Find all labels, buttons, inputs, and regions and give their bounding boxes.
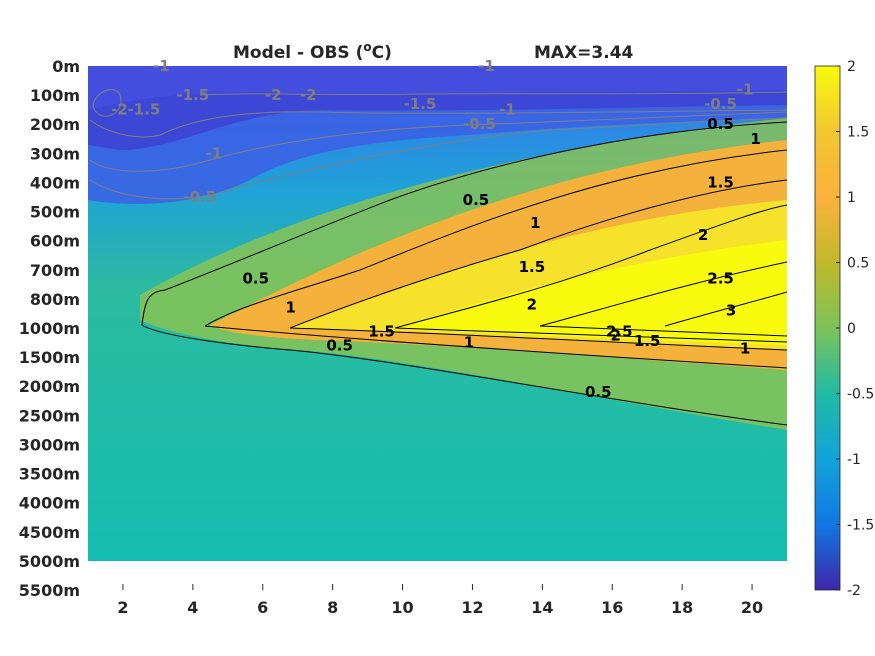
y-tick-label: 500m <box>30 203 80 222</box>
colorbar: 2 1.5 1 0.5 0 -0.5 -1 -1.5 -2 <box>814 59 874 599</box>
y-axis-ticks: 0m 100m 200m 300m 400m 500m 600m 700m 800m 1000m 1… <box>19 57 80 600</box>
y-tick-label: 300m <box>30 144 80 163</box>
contour-label: -2 <box>300 86 317 104</box>
colorbar-tick-label: 1 <box>847 190 856 206</box>
x-tick-label: 6 <box>257 598 268 617</box>
y-tick-label: 0m <box>52 57 80 76</box>
x-tick-label: 8 <box>327 598 338 617</box>
x-tick-label: 12 <box>461 598 483 617</box>
colorbar-tick-label: -2 <box>847 583 861 599</box>
y-tick-label: 3000m <box>19 435 80 454</box>
contour-label: -1 <box>205 144 222 162</box>
y-tick-label: 800m <box>30 290 80 309</box>
y-tick-label: 4000m <box>19 494 80 513</box>
y-tick-label: 700m <box>30 261 80 280</box>
colorbar-tick-label: -1 <box>847 452 861 468</box>
contour-label: 1.5 <box>368 322 395 340</box>
y-tick-label: 200m <box>30 115 80 134</box>
y-tick-label: 2500m <box>19 406 80 425</box>
y-tick-label: 1500m <box>19 348 80 367</box>
contour-lines-positive <box>141 121 787 426</box>
y-tick-label: 3500m <box>19 465 80 484</box>
y-tick-label: 100m <box>30 86 80 105</box>
contour-label: -2 <box>111 101 128 119</box>
contour-label: -0.5 <box>463 115 496 133</box>
colorbar-tick-label: 2 <box>847 59 856 75</box>
contour-label: -1 <box>499 101 516 119</box>
contour-label: -1.5 <box>404 95 437 113</box>
contour-label: 0.5 <box>242 270 269 288</box>
colorbar-gradient <box>814 65 841 591</box>
contour-labels: -2 -1.5-1-1.5 -2 -2-1-1.5 -1-0.5-1-0.5-1-0.5… <box>111 57 761 401</box>
y-tick-label: 1000m <box>19 319 80 338</box>
contour-label: -1.5 <box>128 101 161 119</box>
x-tick-label: 20 <box>741 598 763 617</box>
contour-label: -0.5 <box>704 95 737 113</box>
chart-title: Model - OBS (oC) <box>233 40 392 63</box>
y-tick-label: 4500m <box>19 523 80 542</box>
contour-lines-negative <box>89 89 787 200</box>
contour-label: 2.5 <box>606 322 633 340</box>
x-tick-label: 4 <box>187 598 198 617</box>
x-tick-label: 2 <box>117 598 128 617</box>
contour-label: -0.5 <box>183 188 216 206</box>
contour-label: 1 <box>740 339 750 357</box>
y-tick-label: 2000m <box>19 377 80 396</box>
contour-label: -2 <box>265 86 282 104</box>
contour-label: -1.5 <box>176 86 209 104</box>
contour-label: 1 <box>464 334 474 352</box>
y-tick-label: 400m <box>30 173 80 192</box>
contour-label: 1 <box>750 130 760 148</box>
x-tick-label: 16 <box>601 598 623 617</box>
contour-label: 1 <box>530 214 540 232</box>
colorbar-tick-label: -0.5 <box>847 387 874 403</box>
contour-label: 2 <box>527 296 537 314</box>
y-tick-label: 600m <box>30 232 80 251</box>
colorbar-tick-label: 1.5 <box>847 125 869 141</box>
colorbar-tick-label: -1.5 <box>847 518 874 534</box>
contour-label: 0.5 <box>326 336 353 354</box>
contour-label: 1 <box>285 299 295 317</box>
x-tick-label: 14 <box>531 598 553 617</box>
y-tick-label: 5000m <box>19 552 80 571</box>
x-tick-label: 10 <box>391 598 413 617</box>
contour-label: 2 <box>698 226 708 244</box>
contour-label: 0.5 <box>707 115 734 133</box>
contour-label: 1.5 <box>519 258 546 276</box>
contour-label: -1 <box>737 80 754 98</box>
y-tick-label: 5500m <box>19 581 80 600</box>
contour-label: 1.5 <box>634 332 661 350</box>
x-tick-label: 18 <box>671 598 693 617</box>
contour-label: 0.5 <box>585 383 612 401</box>
contour-label: 1.5 <box>707 173 734 191</box>
contour-label: 2.5 <box>707 270 734 288</box>
max-label: MAX=3.44 <box>534 43 634 63</box>
colorbar-tick-label: 0 <box>847 321 856 337</box>
colorbar-tick-label: 0.5 <box>847 256 869 272</box>
contour-label: 0.5 <box>463 191 490 209</box>
colorbar-ticks: 2 1.5 1 0.5 0 -0.5 -1 -1.5 -2 <box>836 59 874 599</box>
contour-label: -1 <box>153 57 170 75</box>
x-axis-ticks: 2 4 6 8 10 12 14 16 18 20 <box>117 584 763 617</box>
contour-label: 2 <box>611 327 621 345</box>
contour-label: -1 <box>478 57 495 75</box>
contour-label: 3 <box>726 302 736 320</box>
